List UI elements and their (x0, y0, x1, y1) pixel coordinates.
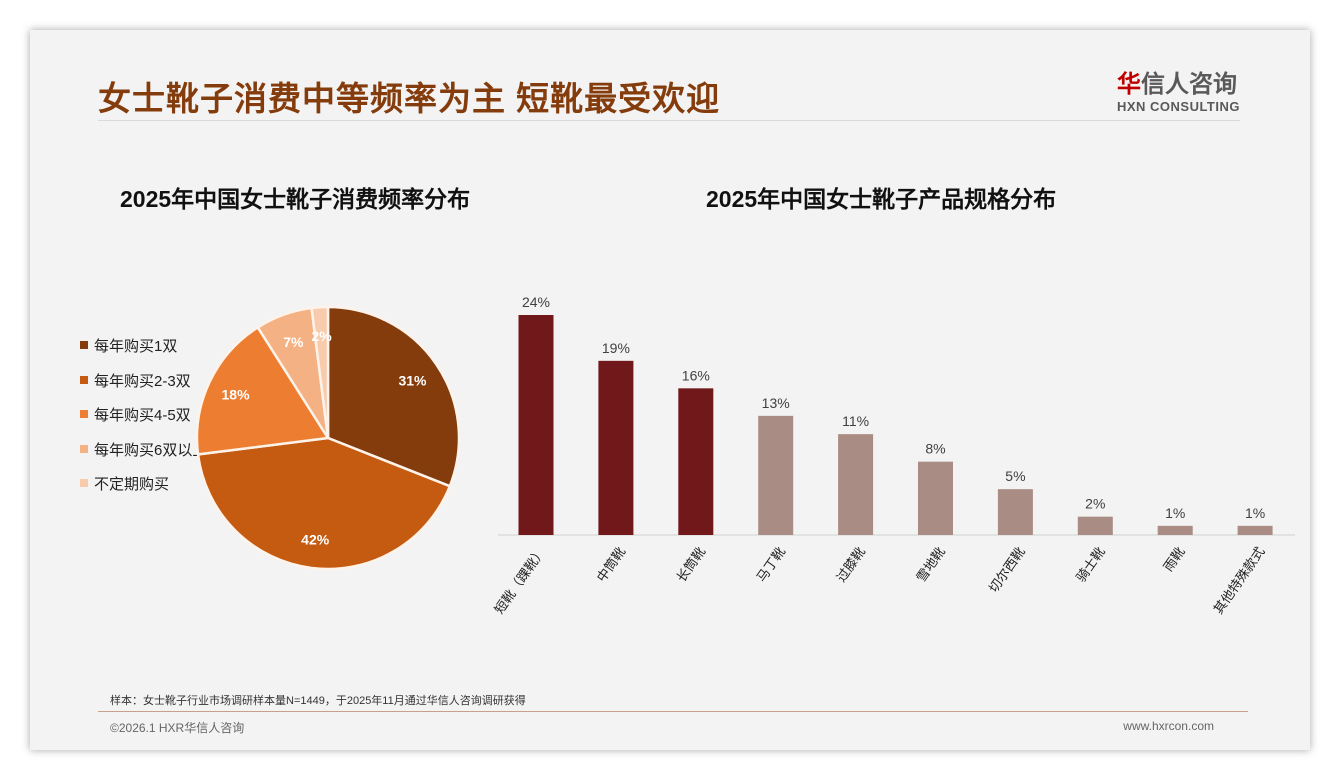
bar (1237, 525, 1273, 535)
bar (1157, 525, 1193, 535)
legend-label: 每年购买1双 (94, 338, 178, 355)
footer-divider (98, 711, 1248, 712)
copyright: ©2026.1 HXR华信人咨询 (110, 721, 245, 735)
bar (678, 388, 714, 535)
legend-label: 每年购买4-5双 (94, 407, 191, 424)
logo: 华信人咨询 HXN CONSULTING (1117, 64, 1240, 114)
bar-label: 8% (925, 441, 945, 457)
logo-cn: 信人咨询 (1140, 71, 1237, 98)
logo-en: HXN CONSULTING (1116, 99, 1240, 114)
bar (598, 360, 634, 535)
bar-title: 2025年中国女士靴子产品规格分布 (706, 186, 1057, 212)
x-tick-label: 马丁靴 (753, 544, 788, 585)
logo-red: 华 (1116, 71, 1141, 98)
sample-note: 样本：女士靴子行业市场调研样本量N=1449，于2025年11月通过华信人咨询调… (110, 695, 526, 707)
pie-label: 7% (283, 334, 304, 350)
legend-swatch (80, 410, 88, 418)
pie-label: 42% (301, 531, 330, 547)
bar-label: 5% (1005, 468, 1025, 484)
legend-item: 每年购买6双以上 (80, 439, 198, 474)
bar-label: 11% (842, 413, 869, 429)
legend-swatch (80, 375, 88, 384)
legend-swatch (80, 479, 88, 487)
x-tick-label: 长筒靴 (674, 544, 709, 585)
pie-slice (326, 305, 461, 488)
legend-item: 每年购买1双 (80, 335, 198, 370)
bar (838, 434, 874, 535)
pie-slice (195, 325, 331, 456)
pie-slice (310, 305, 330, 439)
bar (758, 415, 794, 535)
bar-label: 13% (762, 395, 790, 411)
bar-label: 19% (602, 340, 630, 356)
legend-item: 每年购买2-3双 (80, 370, 198, 405)
legend-label: 不定期购买 (94, 476, 170, 493)
bar (1077, 516, 1113, 535)
bar (918, 461, 953, 535)
x-tick-label: 雪地靴 (913, 544, 948, 585)
x-tick-label: 骑士靴 (1073, 544, 1108, 585)
x-tick-label: 其他特殊款式 (1211, 544, 1268, 617)
pie-label: 2% (311, 328, 332, 344)
slide: 女士靴子消费中等频率为主 短靴最受欢迎 华信人咨询 HXN CONSULTING… (30, 30, 1310, 750)
bar (518, 315, 554, 535)
x-tick-label: 中筒靴 (594, 544, 629, 585)
legend-item: 每年购买4-5双 (80, 404, 198, 439)
legend-item: 不定期购买 (80, 473, 198, 508)
bar-label: 1% (1245, 505, 1265, 521)
bar-label: 2% (1085, 496, 1105, 512)
pie-label: 18% (222, 386, 251, 402)
bar-label: 1% (1165, 505, 1185, 521)
pie-label: 31% (398, 373, 427, 389)
x-tick-label: 短靴（踝靴） (491, 544, 548, 617)
x-tick-label: 切尔西靴 (986, 544, 1028, 595)
website: www.hxrcon.com (1123, 719, 1214, 733)
charts-svg: 31% 42% 18% 7% 2% 24% 短靴（踝靴） 19% 中筒靴 16% 长筒靴 13% 马丁靴… (195, 294, 1295, 617)
pie-title: 2025年中国女士靴子消费频率分布 (120, 186, 471, 212)
bar-label: 24% (522, 294, 550, 310)
bar-label: 16% (682, 367, 710, 383)
pie-slice (196, 436, 452, 571)
page-title: 女士靴子消费中等频率为主 短靴最受欢迎 (98, 80, 721, 117)
x-tick-label: 过膝靴 (833, 544, 868, 585)
legend-swatch (80, 444, 88, 453)
legend-label: 每年购买6双以上 (94, 441, 198, 459)
bar (997, 489, 1033, 535)
legend-label: 每年购买2-3双 (94, 372, 191, 390)
x-tick-label: 雨靴 (1160, 544, 1187, 574)
pie-legend: 每年购买1双 每年购买2-3双 每年购买4-5双 每年购买6双以上 不定期购买 (80, 335, 198, 508)
legend-swatch (80, 341, 88, 349)
divider (98, 120, 1240, 121)
